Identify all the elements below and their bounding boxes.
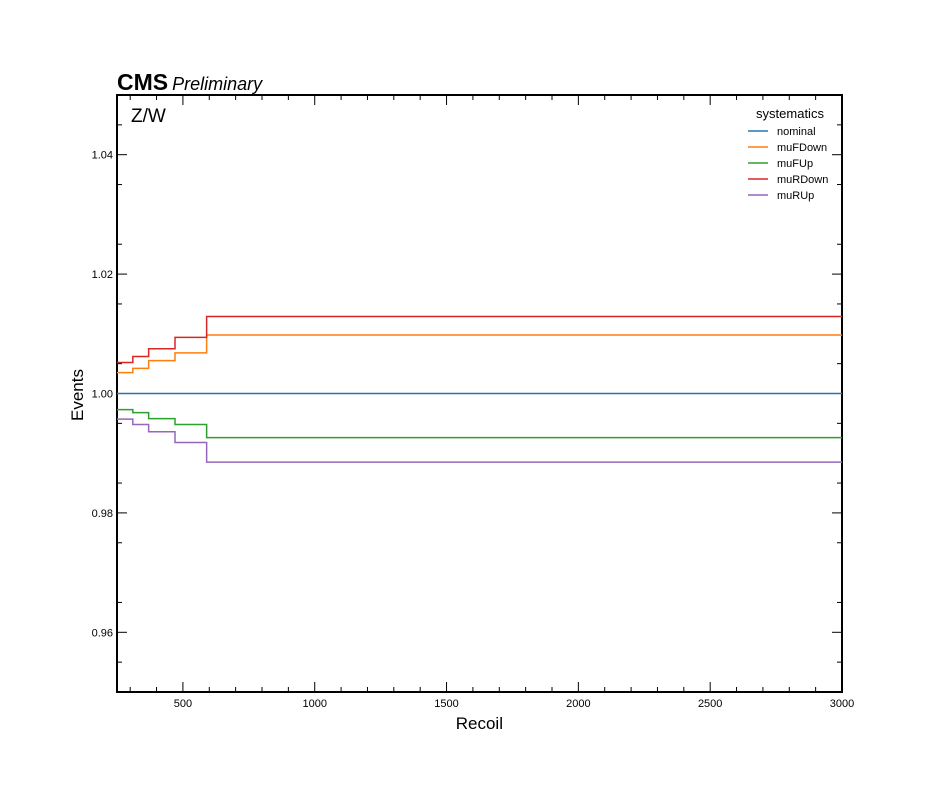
y-tick-label: 1.02 — [92, 269, 113, 281]
series-line-muFDown — [117, 334, 842, 374]
series-line-muRDown — [117, 315, 842, 364]
y-axis-title: Events — [68, 369, 87, 421]
x-tick-label: 2000 — [566, 698, 590, 710]
series-lines — [117, 315, 842, 463]
x-tick-labels: 500 1000 1500 2000 2500 3000 — [174, 698, 855, 710]
legend-label-muFUp: muFUp — [777, 158, 813, 170]
y-tick-label: 0.98 — [92, 508, 113, 520]
legend: systematics nominal muFDown muFUp muRDown mu… — [748, 106, 828, 202]
x-tick-label: 500 — [174, 698, 192, 710]
y-tick-label: 1.00 — [92, 389, 113, 401]
plot-annotation: Z/W — [131, 106, 166, 127]
x-tick-label: 1500 — [434, 698, 458, 710]
legend-label-muRUp: muRUp — [777, 190, 814, 202]
x-tick-label: 2500 — [698, 698, 722, 710]
experiment-label: CMS Preliminary — [117, 69, 263, 95]
axis-ticks — [117, 95, 843, 692]
header: CMS Preliminary — [117, 69, 263, 95]
y-tick-labels: 0.96 0.98 1.00 1.02 1.04 — [92, 150, 113, 640]
legend-label-muRDown: muRDown — [777, 174, 828, 186]
series-line-muFUp — [117, 408, 842, 439]
legend-label-nominal: nominal — [777, 126, 816, 138]
x-axis-title: Recoil — [456, 714, 503, 733]
y-tick-label: 1.04 — [92, 150, 113, 162]
x-tick-label: 3000 — [830, 698, 854, 710]
legend-title: systematics — [756, 106, 824, 121]
x-tick-label: 1000 — [302, 698, 326, 710]
series-line-muRUp — [117, 418, 842, 463]
legend-label-muFDown: muFDown — [777, 142, 827, 154]
y-tick-label: 0.96 — [92, 627, 113, 639]
